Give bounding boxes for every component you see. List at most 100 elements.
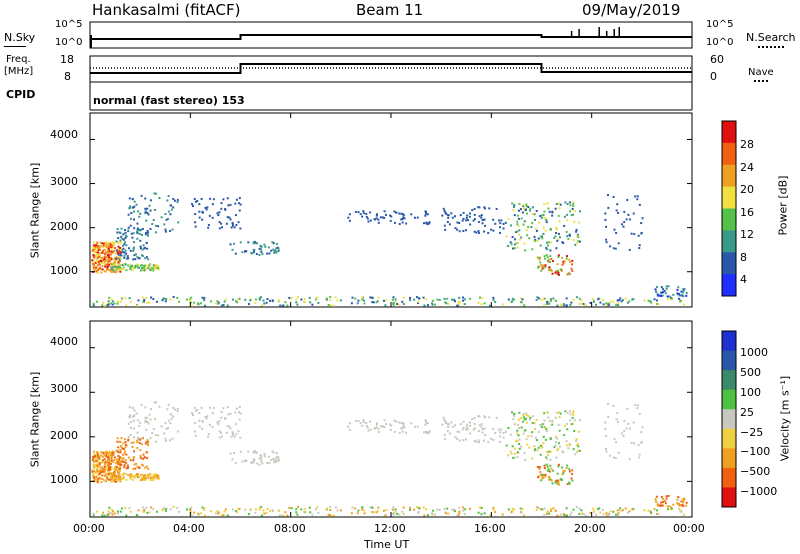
power-cell	[510, 301, 513, 304]
velocity-cell	[568, 482, 571, 485]
power-cell	[145, 219, 148, 222]
power-cell	[218, 227, 221, 230]
velocity-cell	[98, 465, 101, 468]
velocity-cell	[446, 430, 449, 433]
power-cell	[154, 263, 157, 266]
power-cell	[534, 218, 537, 221]
velocity-cell	[557, 448, 560, 451]
velocity-cell	[126, 464, 129, 467]
power-cell	[92, 302, 95, 305]
velocity-cell	[592, 507, 595, 510]
power-cell	[569, 204, 572, 207]
power-cell	[112, 244, 115, 247]
velocity-cell	[650, 512, 653, 515]
power-cell	[122, 266, 125, 269]
velocity-cell	[511, 445, 514, 448]
velocity-cell	[169, 508, 172, 511]
power-cell	[557, 271, 560, 274]
power-cell	[447, 214, 450, 217]
velocity-cell	[522, 414, 525, 417]
power-cell	[533, 239, 536, 242]
velocity-cell	[145, 441, 148, 444]
power-cell	[546, 303, 549, 306]
velocity-cell	[512, 418, 515, 421]
velocity-cell	[101, 467, 104, 470]
velocity-cell	[212, 407, 215, 410]
power-cell	[124, 249, 127, 252]
velocity-cell	[110, 466, 113, 469]
velocity-cell	[589, 511, 592, 514]
power-cell	[459, 214, 462, 217]
velocity-cell	[623, 430, 626, 433]
velocity-ytick-3000: 3000	[50, 382, 78, 395]
power-cell	[115, 249, 118, 252]
velocity-cell	[656, 504, 659, 507]
velocity-cell	[127, 435, 130, 438]
power-cell	[656, 303, 659, 306]
velocity-cell	[615, 441, 618, 444]
power-cell	[557, 238, 560, 241]
velocity-cell	[111, 460, 114, 463]
time-tick-2: 08:00	[274, 522, 306, 535]
velocity-cell	[157, 478, 160, 481]
power-cell	[517, 225, 520, 228]
power-cell	[541, 265, 544, 268]
power-cell	[102, 246, 105, 249]
velocity-cell	[402, 512, 405, 515]
power-cell	[126, 255, 129, 258]
velocity-cell	[91, 470, 94, 473]
velocity-cell	[96, 460, 99, 463]
velocity-cell	[191, 411, 194, 414]
velocity-cell	[144, 406, 147, 409]
power-cell	[525, 205, 528, 208]
power-ytick-2000: 2000	[50, 220, 78, 233]
velocity-cell	[132, 457, 135, 460]
power-cell	[102, 261, 105, 264]
velocity-cell	[132, 455, 135, 458]
power-colorbar-segment	[722, 121, 736, 144]
velocity-cell	[154, 473, 157, 476]
power-cell	[371, 301, 374, 304]
velocity-cell	[115, 458, 118, 461]
velocity-cell	[556, 482, 559, 485]
power-cell	[115, 268, 118, 271]
velocity-cell	[116, 512, 119, 515]
velocity-cell	[196, 408, 199, 411]
power-cell	[138, 266, 141, 269]
power-cell	[359, 213, 362, 216]
power-cell	[98, 253, 101, 256]
velocity-cell	[383, 425, 386, 428]
velocity-cell	[681, 503, 684, 506]
velocity-cell	[609, 510, 612, 513]
power-cell	[104, 251, 107, 254]
power-cell	[445, 302, 448, 305]
velocity-cell	[155, 510, 158, 513]
power-cell	[93, 255, 96, 258]
power-cell	[94, 261, 97, 264]
power-cell	[146, 234, 149, 237]
velocity-cell	[229, 412, 232, 415]
power-cell	[172, 197, 175, 200]
velocity-cell	[149, 408, 152, 411]
velocity-cell	[537, 476, 540, 479]
power-cell	[98, 256, 101, 259]
velocity-cell	[96, 456, 99, 459]
power-cell	[235, 224, 238, 227]
power-cell	[249, 299, 252, 302]
velocity-cell	[99, 476, 102, 479]
velocity-cell	[144, 416, 147, 419]
velocity-cell	[398, 513, 401, 516]
velocity-cell	[545, 428, 548, 431]
power-cell	[527, 206, 530, 209]
velocity-cell	[226, 425, 229, 428]
velocity-cell	[550, 467, 553, 470]
velocity-cell	[641, 426, 644, 429]
power-cell	[263, 243, 266, 246]
power-cell	[200, 197, 203, 200]
power-cell	[539, 235, 542, 238]
velocity-cell	[606, 402, 609, 405]
velocity-cell	[658, 504, 661, 507]
power-cell	[216, 300, 219, 303]
power-cell	[379, 216, 382, 219]
power-cell	[488, 304, 491, 307]
